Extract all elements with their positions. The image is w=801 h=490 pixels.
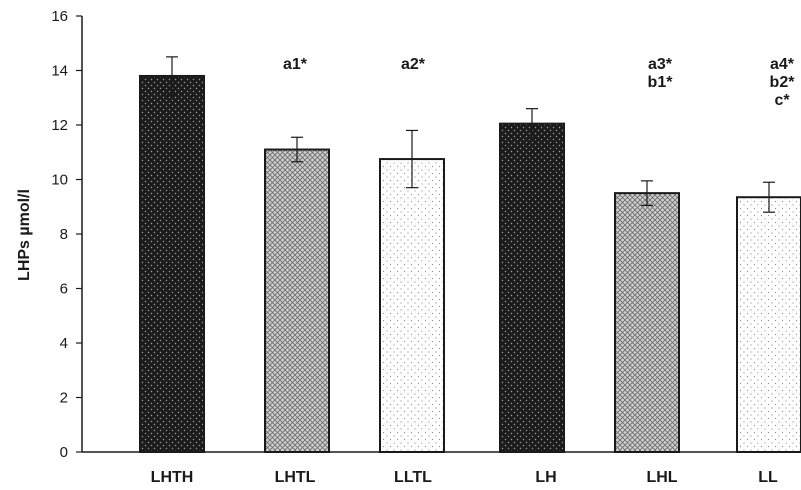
x-tick-label: LH — [535, 469, 556, 486]
y-tick-label: 16 — [51, 8, 68, 25]
y-tick-label: 8 — [60, 226, 68, 243]
y-tick-label: 0 — [60, 444, 68, 461]
significance-label: b1* — [648, 74, 674, 91]
error-bar — [291, 136, 303, 163]
significance-label: c* — [774, 92, 790, 109]
error-bar — [641, 180, 653, 206]
y-axis: 0 2 4 6 8 10 12 14 16 — [51, 8, 83, 461]
bar-ll — [736, 196, 801, 453]
bar-lltl — [379, 158, 445, 453]
significance-label: a2* — [401, 56, 426, 73]
x-axis: LHTH LHTL LLTL LH LHL LL — [82, 451, 801, 486]
error-bar — [406, 129, 418, 189]
x-tick-label: LL — [758, 469, 778, 486]
x-tick-label: LHTH — [151, 469, 194, 486]
bar-lhl — [614, 192, 680, 453]
significance-label: a3* — [648, 56, 673, 73]
significance-label: b2* — [770, 74, 796, 91]
y-tick-label: 10 — [51, 172, 68, 189]
bar-lh — [499, 122, 565, 453]
error-bar — [526, 108, 538, 140]
significance-label: a1* — [283, 56, 308, 73]
y-tick-label: 12 — [51, 117, 68, 134]
bar-lhtl — [264, 148, 330, 453]
y-tick-label: 6 — [60, 281, 68, 298]
x-tick-label: LLTL — [394, 469, 432, 486]
x-tick-label: LHTL — [275, 469, 316, 486]
error-bars-group — [166, 56, 775, 213]
y-tick-label: 14 — [51, 63, 68, 80]
annotations-group: a1* a2* a3*b1* a4*b2*c* — [283, 56, 795, 109]
bars-group — [139, 74, 801, 453]
y-axis-title: LHPs µmol/l — [16, 189, 33, 281]
bar-lhth — [139, 74, 205, 453]
significance-label: a4* — [770, 56, 795, 73]
error-bar — [166, 56, 178, 96]
x-tick-label: LHL — [646, 469, 677, 486]
y-tick-label: 4 — [60, 335, 68, 352]
error-bar — [763, 181, 775, 213]
y-tick-label: 2 — [60, 390, 68, 407]
